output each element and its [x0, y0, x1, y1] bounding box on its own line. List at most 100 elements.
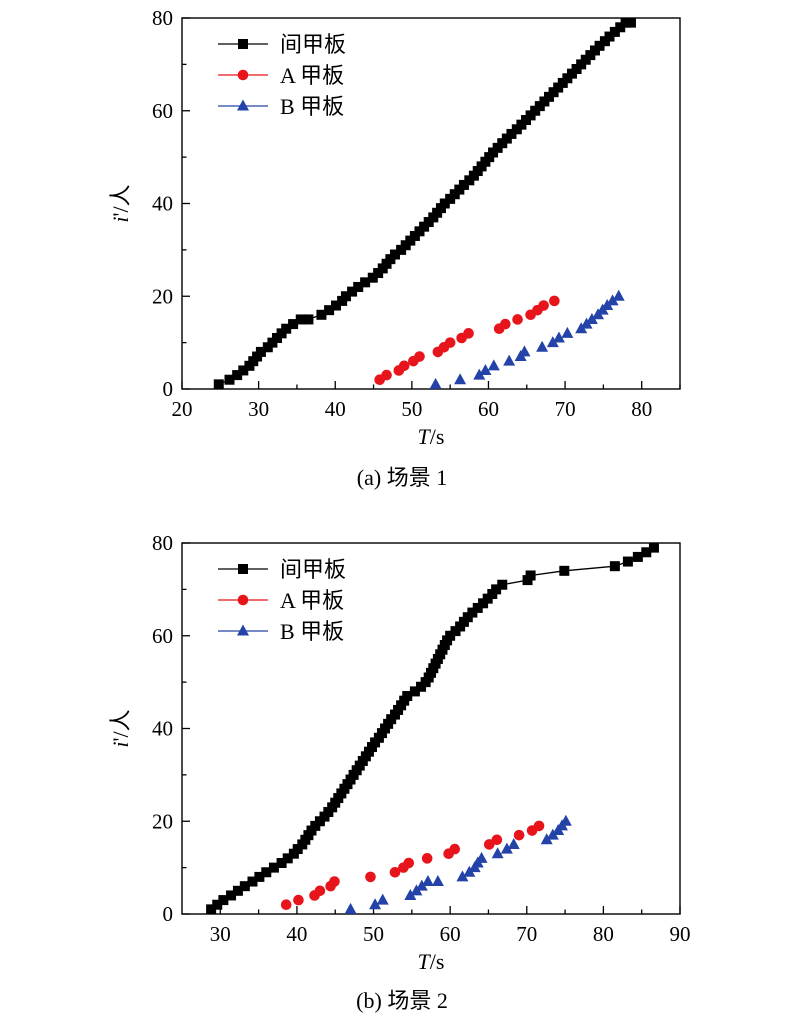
data-point	[500, 842, 513, 854]
data-point	[487, 359, 500, 371]
data-point	[479, 363, 492, 375]
data-point	[281, 323, 292, 334]
data-point	[513, 829, 525, 841]
y-tick-label: 40	[152, 192, 173, 216]
data-point	[247, 876, 258, 887]
data-point	[282, 853, 293, 864]
data-point	[472, 602, 483, 613]
data-point	[475, 851, 488, 863]
data-point	[525, 570, 536, 581]
legend-label: A 甲板	[280, 63, 344, 88]
data-point	[625, 17, 636, 28]
data-point	[540, 833, 553, 845]
x-tick-label: 20	[172, 397, 193, 421]
data-point	[533, 820, 545, 832]
legend: 间甲板 A 甲板 B 甲板	[218, 32, 346, 119]
x-tick-label: 70	[555, 397, 576, 421]
data-point	[641, 547, 652, 558]
y-tick-label: 40	[152, 717, 173, 741]
data-point	[280, 899, 292, 911]
data-point	[491, 834, 503, 846]
plot-frame	[181, 17, 681, 390]
data-point	[293, 894, 304, 906]
data-point	[347, 286, 358, 297]
y-tick-label: 20	[152, 284, 173, 308]
x-tick-label: 50	[363, 922, 384, 946]
legend-label: B 甲板	[280, 619, 344, 644]
data-point	[369, 898, 382, 910]
data-point	[483, 839, 495, 850]
data-point	[403, 857, 415, 869]
data-point	[431, 875, 444, 887]
data-point	[458, 179, 469, 190]
data-point	[615, 22, 626, 33]
data-point	[473, 368, 486, 380]
data-point	[429, 377, 442, 389]
data-point	[226, 890, 237, 901]
y-tick-label: 0	[163, 902, 174, 926]
data-point	[276, 857, 287, 868]
series-mid-deck	[206, 542, 659, 915]
data-point	[365, 871, 376, 883]
data-point	[559, 565, 570, 576]
data-point	[268, 862, 279, 873]
x-tick-label: 30	[210, 922, 231, 946]
data-point	[518, 345, 531, 357]
data-point	[507, 837, 520, 849]
data-point	[561, 326, 574, 338]
data-point	[491, 847, 504, 859]
x-tick-label: 60	[478, 397, 499, 421]
data-point	[536, 340, 549, 352]
data-point	[232, 885, 243, 896]
caption-a: (a) 场景 1	[357, 465, 447, 490]
data-point	[648, 542, 659, 553]
data-point	[538, 300, 549, 311]
y-axis-title: i'/人	[108, 184, 133, 222]
data-point	[314, 885, 326, 897]
data-point	[238, 365, 249, 376]
data-point	[224, 374, 235, 385]
data-point	[367, 272, 378, 283]
legend-marker	[238, 39, 248, 49]
data-point	[261, 867, 272, 878]
data-point	[500, 318, 511, 330]
data-point	[506, 128, 517, 139]
data-point	[503, 354, 516, 366]
x-tick-label: 40	[325, 397, 346, 421]
legend-label: 间甲板	[280, 557, 346, 582]
data-point	[344, 902, 357, 914]
data-point	[445, 630, 456, 641]
data-point	[620, 17, 631, 28]
data-point	[212, 899, 223, 910]
data-point	[402, 691, 413, 702]
legend-marker	[237, 69, 249, 81]
data-point	[512, 314, 523, 325]
data-point	[552, 331, 565, 343]
data-point	[632, 551, 643, 562]
series-deck-a	[374, 295, 560, 386]
data-point	[546, 336, 559, 348]
data-point	[449, 843, 461, 855]
data-point	[454, 373, 467, 385]
x-tick-label: 50	[401, 397, 422, 421]
data-point	[303, 314, 314, 325]
data-point	[316, 309, 327, 320]
series-deck-b	[429, 289, 625, 389]
data-point	[491, 584, 502, 595]
data-point	[218, 895, 229, 906]
data-point	[559, 814, 572, 826]
legend-marker	[237, 624, 249, 636]
data-point	[415, 879, 428, 891]
x-axis-title: T/s	[418, 424, 445, 449]
series-deck-b	[344, 814, 572, 914]
data-point	[295, 314, 306, 325]
series-deck-a	[280, 820, 545, 911]
data-point	[288, 319, 299, 330]
y-tick-label: 60	[152, 99, 173, 123]
data-point	[340, 291, 351, 302]
y-tick-label: 20	[152, 809, 173, 833]
data-point	[612, 289, 625, 301]
y-tick-label: 80	[152, 6, 173, 30]
x-tick-label: 80	[631, 397, 652, 421]
x-tick-label: 90	[670, 922, 691, 946]
